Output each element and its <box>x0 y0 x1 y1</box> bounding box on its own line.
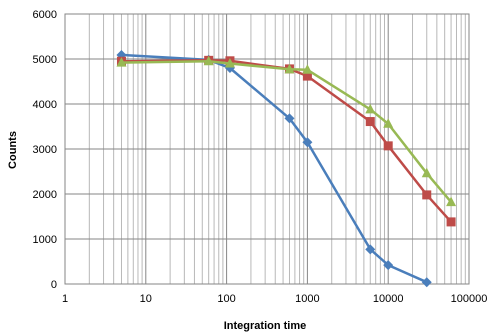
y-tick-label: 5000 <box>33 54 57 66</box>
x-axis-title: Integration time <box>224 320 307 332</box>
data-point-square <box>446 217 456 227</box>
data-point-diamond <box>284 113 295 124</box>
y-axis-title: Counts <box>7 131 19 169</box>
x-tick-label: 100000 <box>451 293 488 305</box>
data-point-square <box>365 117 375 127</box>
data-point-diamond <box>302 137 313 148</box>
data-point-triangle <box>365 103 376 114</box>
y-tick-label: 4000 <box>33 99 57 111</box>
data-point-diamond <box>383 260 394 271</box>
data-point-square <box>383 141 393 151</box>
data-point-triangle <box>421 167 432 178</box>
y-tick-label: 3000 <box>33 144 57 156</box>
data-point-diamond <box>365 244 376 255</box>
data-point-square <box>422 190 432 200</box>
x-tick-label: 1 <box>62 293 68 305</box>
data-point-triangle <box>383 118 394 128</box>
series-2 <box>116 55 456 227</box>
plot-area-frame <box>64 13 470 285</box>
data-series <box>116 49 457 288</box>
data-point-triangle <box>446 196 457 207</box>
data-point-triangle <box>302 64 313 74</box>
x-axis-ticks: 1 10 100 1000 10000 100000 <box>62 293 487 305</box>
series-3 <box>116 55 457 207</box>
series-3-line <box>121 60 453 203</box>
data-point-diamond <box>421 277 432 288</box>
series-1-line <box>121 53 428 284</box>
data-point-triangle <box>284 63 295 74</box>
y-tick-label: 2000 <box>33 189 57 201</box>
x-tick-label: 100 <box>217 293 235 305</box>
x-tick-label: 10000 <box>373 293 404 305</box>
y-tick-label: 0 <box>51 279 57 291</box>
x-tick-label: 1000 <box>295 293 319 305</box>
data-point-triangle <box>116 57 127 67</box>
y-axis-ticks: 0 1000 2000 3000 4000 5000 6000 <box>33 9 57 291</box>
data-point-square <box>302 71 312 81</box>
y-tick-label: 1000 <box>33 234 57 246</box>
y-tick-label: 6000 <box>33 9 57 21</box>
x-tick-label: 10 <box>140 293 152 305</box>
data-point-triangle <box>203 55 214 66</box>
data-point-triangle <box>224 58 235 68</box>
